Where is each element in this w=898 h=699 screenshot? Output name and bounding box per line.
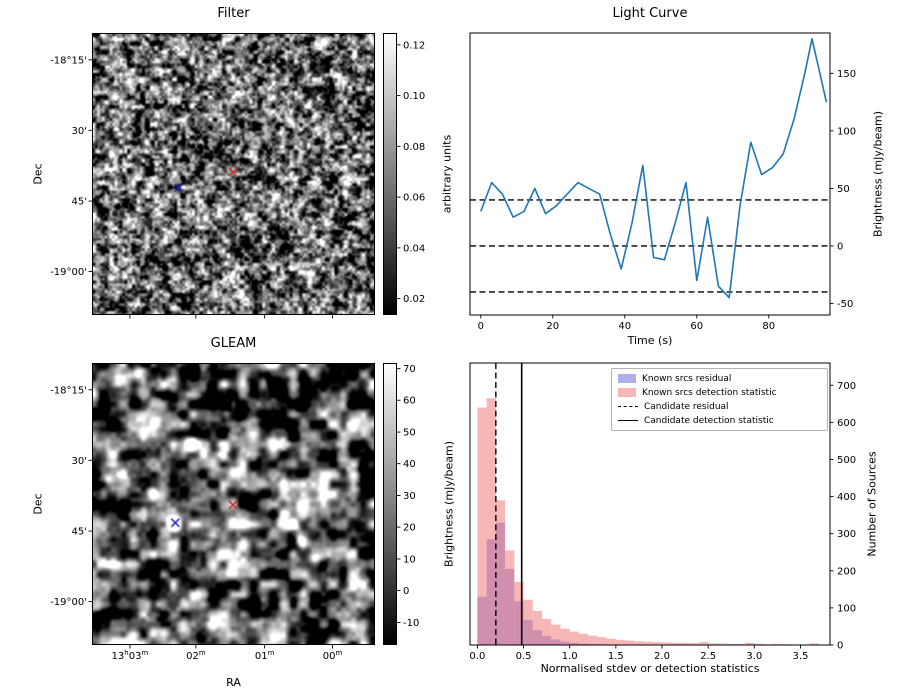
legend-label-detection: Known srcs detection statistic xyxy=(642,387,777,398)
filter-colorbar-label: arbitrary units xyxy=(440,134,454,214)
svg-text:60: 60 xyxy=(403,396,416,407)
svg-text:100: 100 xyxy=(837,603,856,614)
svg-text:20: 20 xyxy=(403,523,416,534)
svg-text:0.12: 0.12 xyxy=(403,40,425,51)
filter-colorbar xyxy=(383,33,397,315)
svg-text:50: 50 xyxy=(403,428,416,439)
svg-text:-10: -10 xyxy=(403,618,419,629)
legend-label-candidate-detection: Candidate detection statistic xyxy=(644,415,774,426)
svg-text:13h03m: 13h03m xyxy=(112,649,149,662)
svg-text:80: 80 xyxy=(762,321,775,332)
filter-ylabel: Dec xyxy=(31,163,45,185)
histogram-ylabel: Number of Sources xyxy=(865,451,879,557)
svg-text:10: 10 xyxy=(403,554,416,565)
svg-text:0.06: 0.06 xyxy=(403,193,425,204)
legend-row-residual: Known srcs residual xyxy=(618,373,821,384)
svg-text:2.0: 2.0 xyxy=(654,651,670,662)
svg-text:50: 50 xyxy=(837,184,850,195)
svg-text:30: 30 xyxy=(403,491,416,502)
svg-text:600: 600 xyxy=(837,418,856,429)
svg-text:0.0: 0.0 xyxy=(469,651,485,662)
svg-text:70: 70 xyxy=(403,364,416,375)
histogram-xlabel: Normalised stdev or detection statistics xyxy=(540,662,760,675)
legend-row-candidate-detection: Candidate detection statistic xyxy=(618,415,821,426)
svg-text:0: 0 xyxy=(403,586,409,597)
svg-text:45': 45' xyxy=(72,527,87,538)
svg-text:60: 60 xyxy=(690,321,703,332)
svg-text:45': 45' xyxy=(72,197,87,208)
svg-text:02m: 02m xyxy=(186,649,206,662)
svg-text:-18°15': -18°15' xyxy=(50,55,87,66)
detection-swatch xyxy=(618,388,636,397)
gleam-colorbar xyxy=(383,363,397,645)
solid-line-swatch xyxy=(618,420,638,421)
svg-text:01m: 01m xyxy=(255,649,275,662)
gleam-colorbar-label: Brightness (mJy/beam) xyxy=(442,440,456,568)
svg-text:30': 30' xyxy=(72,456,87,467)
svg-text:700: 700 xyxy=(837,381,856,392)
legend-label-residual: Known srcs residual xyxy=(642,373,732,384)
dashed-line-swatch xyxy=(618,406,638,407)
svg-text:0.10: 0.10 xyxy=(403,91,425,102)
svg-text:40: 40 xyxy=(618,321,631,332)
svg-text:200: 200 xyxy=(837,566,856,577)
gleam-ylabel: Dec xyxy=(31,493,45,515)
svg-text:400: 400 xyxy=(837,492,856,503)
histogram-legend: Known srcs residual Known srcs detection… xyxy=(611,368,828,431)
svg-text:150: 150 xyxy=(837,69,856,80)
svg-text:30': 30' xyxy=(72,126,87,137)
svg-text:-19°00': -19°00' xyxy=(50,597,87,608)
legend-row-candidate-residual: Candidate residual xyxy=(618,401,821,412)
svg-text:40: 40 xyxy=(403,459,416,470)
svg-text:3.0: 3.0 xyxy=(746,651,762,662)
hist-series-0 xyxy=(477,522,635,645)
svg-text:3.5: 3.5 xyxy=(793,651,809,662)
light-curve-xlabel: Time (s) xyxy=(627,334,673,347)
lightcurve-line xyxy=(480,37,828,299)
svg-text:300: 300 xyxy=(837,529,856,540)
filter-image xyxy=(93,34,374,314)
gleam-image xyxy=(93,364,374,644)
filter-title: Filter xyxy=(217,6,250,21)
svg-text:0.08: 0.08 xyxy=(403,142,425,153)
svg-text:-18°15': -18°15' xyxy=(50,385,87,396)
svg-text:0.02: 0.02 xyxy=(403,294,425,305)
gleam-image-panel xyxy=(92,363,375,645)
svg-text:1.0: 1.0 xyxy=(562,651,578,662)
light-curve-ylabel: Brightness (mJy/beam) xyxy=(871,110,885,238)
gleam-xlabel: RA xyxy=(226,676,241,689)
svg-text:100: 100 xyxy=(837,126,856,137)
svg-text:0: 0 xyxy=(837,241,843,252)
svg-text:-50: -50 xyxy=(837,299,853,310)
legend-row-detection: Known srcs detection statistic xyxy=(618,387,821,398)
svg-text:1.5: 1.5 xyxy=(608,651,624,662)
gleam-title: GLEAM xyxy=(210,336,257,351)
svg-text:20: 20 xyxy=(546,321,559,332)
svg-text:-19°00': -19°00' xyxy=(50,267,87,278)
light-curve-title: Light Curve xyxy=(612,6,688,21)
svg-text:0: 0 xyxy=(478,321,484,332)
svg-text:2.5: 2.5 xyxy=(700,651,716,662)
legend-label-candidate-residual: Candidate residual xyxy=(644,401,729,412)
filter-image-panel xyxy=(92,33,375,315)
svg-text:00m: 00m xyxy=(323,649,343,662)
residual-swatch xyxy=(618,374,636,383)
svg-text:500: 500 xyxy=(837,455,856,466)
svg-text:0: 0 xyxy=(837,641,843,652)
svg-text:0.5: 0.5 xyxy=(516,651,532,662)
hist-series-1 xyxy=(477,398,819,645)
svg-text:0.04: 0.04 xyxy=(403,243,425,254)
